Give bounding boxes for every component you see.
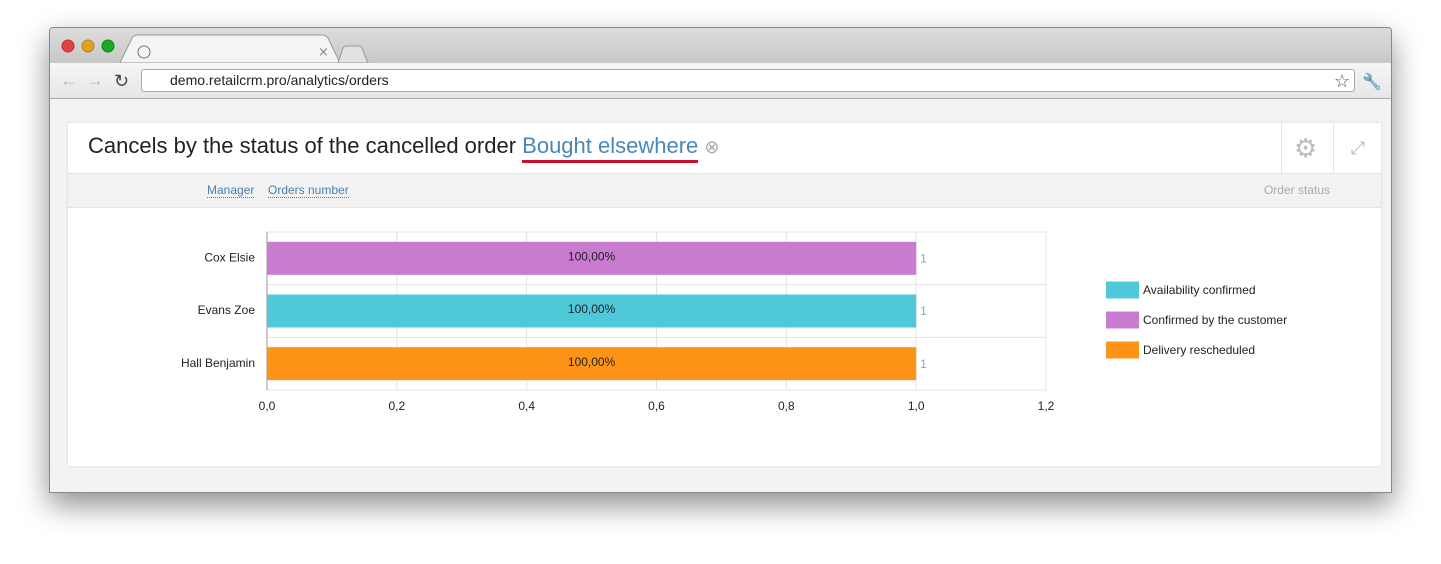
bar [267,241,917,275]
legend-swatch [1106,341,1139,359]
bar [267,347,917,381]
widget-title: Cancels by the status of the cancelled o… [88,133,720,163]
y-tick-label: Evans Zoe [198,303,256,317]
expand-icon[interactable]: ⤢ [1333,123,1382,173]
x-tick-label: 0,8 [778,399,795,413]
tab-bar: × [50,28,1391,63]
group-label: Order status [1263,183,1330,197]
x-tick-label: 1,2 [1038,399,1055,413]
filter-link[interactable]: Bought elsewhere [522,133,699,163]
new-tab[interactable] [337,45,369,63]
toolbar: ← → ↻ demo.retailcrm.pro/analytics/order… [50,63,1391,99]
bar [267,294,917,328]
url: demo.retailcrm.pro/analytics/orders [170,72,389,88]
x-tick-label: 0,6 [648,399,665,413]
tab-close[interactable]: × [318,45,329,60]
settings-icon[interactable]: ⚙ [1294,133,1318,163]
bookmark-star[interactable]: ☆ [1334,71,1350,91]
column-link[interactable]: Orders number [268,183,349,198]
grouping-bar: Manager Orders number Order status [68,173,1381,208]
bar-value-label: 1 [920,304,927,318]
y-tick-label: Cox Elsie [204,251,255,265]
y-tick-label: Hall Benjamin [181,356,255,370]
tab[interactable] [119,34,341,63]
tab-strip: × [61,34,369,63]
column-link[interactable]: Manager [207,183,255,198]
title-text: Cancels by the status of the cancelled o… [88,133,517,158]
x-tick-label: 0,2 [388,399,405,413]
settings-wrench[interactable]: 🔧 [1362,72,1380,91]
legend-label: Availability confirmed [1143,283,1256,297]
bar-value-label: 1 [920,252,927,266]
tab-icon [137,45,151,59]
legend-swatch [1106,281,1139,299]
bar-value-label: 1 [920,357,927,371]
widget-tools: ⚙ ⤢ [1281,123,1382,173]
bar-percent-label: 100,00% [568,355,616,369]
bar-percent-label: 100,00% [568,250,616,264]
x-tick-label: 0,4 [518,399,535,413]
nav-buttons: ← → ↻ [60,70,129,91]
x-tick-label: 0,0 [259,399,276,413]
close-button[interactable] [61,39,75,53]
bar-percent-label: 100,00% [568,302,616,316]
toolbar-icons: ☆ 🔧 [1334,71,1380,91]
address-bar[interactable]: demo.retailcrm.pro/analytics/orders [141,69,1355,92]
legend-swatch [1106,311,1139,329]
legend-label: Confirmed by the customer [1143,313,1287,327]
zoom-button[interactable] [101,39,115,53]
filter-remove[interactable]: ⊗ [704,137,720,157]
minimize-button[interactable] [81,39,95,53]
reload-button[interactable]: ↻ [114,71,129,91]
forward-button[interactable]: → [86,70,104,90]
legend-label: Delivery rescheduled [1143,343,1255,357]
back-button[interactable]: ← [60,70,78,90]
x-tick-label: 1,0 [908,399,925,413]
